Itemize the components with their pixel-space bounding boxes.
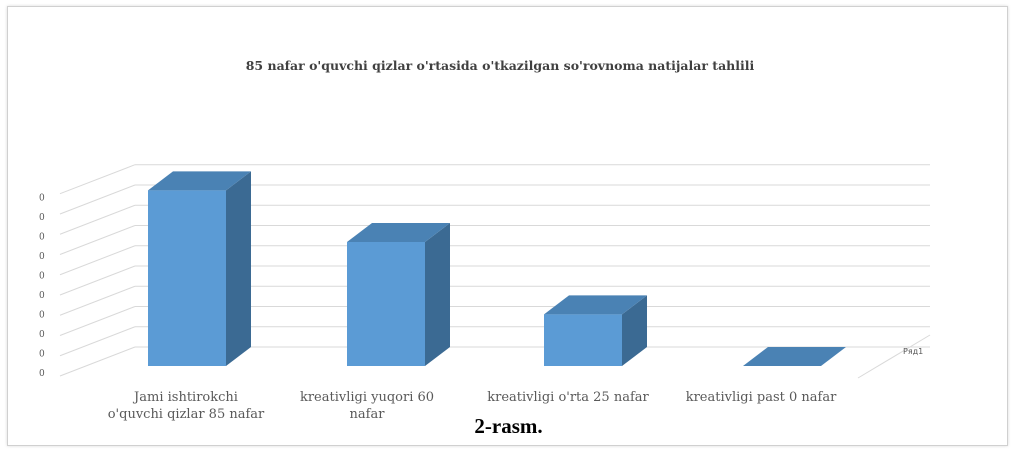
- y-tick-label: 0: [39, 291, 45, 301]
- y-tick-label: 0: [39, 311, 45, 321]
- bar-front: [544, 314, 622, 366]
- bar-side: [226, 171, 251, 366]
- bar-side: [425, 223, 450, 366]
- bar: [347, 223, 450, 366]
- x-axis-categories: Jami ishtirokchi o'quvchi qizlar 85 nafar…: [108, 390, 837, 422]
- bar-top: [347, 223, 450, 242]
- grid-line-side: [59, 184, 136, 215]
- y-tick-label: 0: [39, 330, 45, 340]
- bar: [743, 347, 846, 366]
- series-label: Ряд1: [903, 347, 923, 356]
- y-tick-label: 0: [39, 252, 45, 262]
- grid-line-side: [59, 245, 136, 276]
- grid-line-side: [59, 306, 136, 336]
- y-tick-label: 0: [39, 272, 45, 282]
- category-label: Jami ishtirokchi o'quvchi qizlar 85 nafar: [108, 390, 265, 422]
- bar-side: [622, 295, 647, 366]
- bars: [148, 171, 846, 366]
- grid-line-side: [59, 164, 136, 195]
- chart-title: 85 nafar o'quvchi qizlar o'rtasida o'tka…: [246, 58, 755, 73]
- grid-line-side: [59, 285, 136, 316]
- category-label: kreativligi o'rta 25 nafar: [487, 390, 649, 405]
- bar: [148, 171, 251, 366]
- y-tick-label: 0: [39, 213, 45, 223]
- y-tick-label: 0: [39, 233, 45, 243]
- grid-line-side: [59, 326, 136, 357]
- grid-line-side: [59, 225, 136, 255]
- bar-front: [148, 190, 226, 366]
- bar-top: [544, 295, 647, 315]
- y-tick-label: 0: [39, 350, 45, 360]
- bar-top: [148, 171, 251, 191]
- figure-caption: 2-rasm.: [474, 414, 543, 438]
- grid-line-side: [59, 346, 136, 377]
- grid-line-side: [59, 265, 136, 296]
- category-label: kreativligi yuqori 60 nafar: [300, 390, 434, 422]
- bar: [544, 295, 647, 366]
- grid-line-side: [59, 204, 136, 235]
- y-tick-label: 0: [39, 369, 45, 379]
- bar-front: [347, 242, 425, 366]
- floor-edge: [857, 334, 931, 379]
- bar-top: [743, 347, 846, 366]
- y-axis-ticks: 0 0 0 0 0 0 0 0 0 0: [39, 194, 45, 380]
- category-label: kreativligi past 0 nafar: [686, 390, 837, 405]
- y-tick-label: 0: [39, 194, 45, 204]
